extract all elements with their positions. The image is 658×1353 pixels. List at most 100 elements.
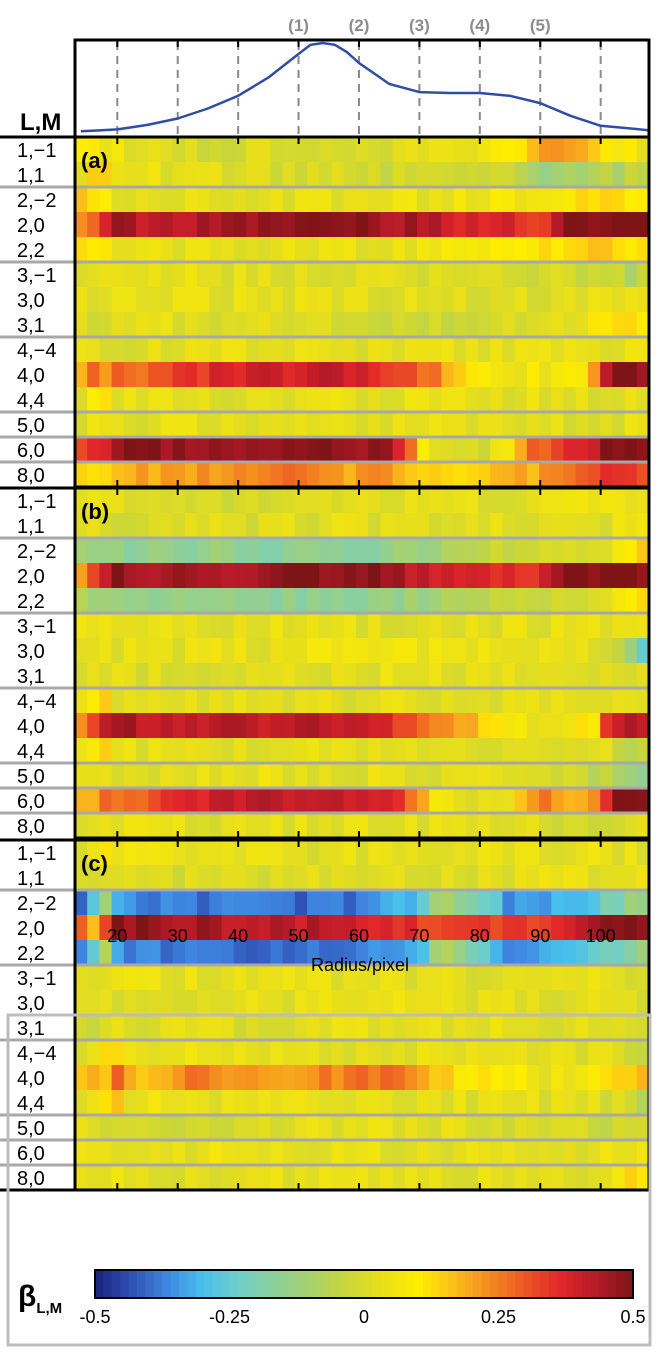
colorbar-swatch xyxy=(456,1270,466,1298)
heatmap-cell xyxy=(600,890,613,915)
heatmap-cell xyxy=(136,1040,149,1065)
heatmap-cell xyxy=(392,312,406,337)
heatmap-cell xyxy=(441,262,455,287)
heatmap-cell xyxy=(270,813,284,838)
heatmap-cell xyxy=(563,1015,577,1040)
heatmap-cell xyxy=(624,990,638,1015)
heatmap-cell xyxy=(526,813,540,838)
heatmap-cell xyxy=(270,1165,284,1190)
heatmap-cell xyxy=(75,262,88,287)
heatmap-cell xyxy=(160,813,174,838)
heatmap-cell xyxy=(355,738,369,763)
heatmap-cell xyxy=(245,788,259,813)
heatmap-cell xyxy=(526,462,540,487)
heatmap-cell xyxy=(258,437,271,462)
row-label: 2,0 xyxy=(17,918,45,940)
heatmap-cell xyxy=(172,362,186,387)
heatmap-cell xyxy=(563,588,577,613)
heatmap-cell xyxy=(233,187,247,212)
heatmap-cell xyxy=(75,1140,88,1165)
heatmap-cell xyxy=(172,538,186,563)
heatmap-cell xyxy=(209,563,223,588)
heatmap-cell xyxy=(624,663,638,688)
heatmap-cell xyxy=(551,890,565,915)
heatmap-cell xyxy=(148,1115,162,1140)
heatmap-cell xyxy=(184,738,198,763)
heatmap-cell xyxy=(136,965,149,990)
heatmap-cell xyxy=(258,1040,271,1065)
heatmap-cell xyxy=(99,162,113,187)
heatmap-cell xyxy=(184,1115,198,1140)
heatmap-cell xyxy=(99,588,113,613)
heatmap-cell xyxy=(514,663,528,688)
heatmap-cell xyxy=(563,1090,577,1115)
heatmap-cell xyxy=(441,713,455,738)
heatmap-cell xyxy=(184,1165,198,1190)
heatmap-cell xyxy=(587,1165,601,1190)
heatmap-cell xyxy=(636,262,650,287)
heatmap-cell xyxy=(87,990,101,1015)
heatmap-cell xyxy=(270,412,284,437)
heatmap-cell xyxy=(209,187,223,212)
heatmap-cell xyxy=(551,1090,565,1115)
heatmap-cell xyxy=(551,1015,565,1040)
heatmap-cell xyxy=(624,412,638,437)
heatmap-cell xyxy=(160,638,174,663)
heatmap-cell xyxy=(612,915,626,940)
peak-markers: (1) (2) (3) (4) (5) xyxy=(288,16,550,35)
heatmap-cell xyxy=(636,1065,650,1090)
heatmap-cell xyxy=(87,663,101,688)
heatmap-cell xyxy=(453,287,467,312)
heatmap-cell xyxy=(343,462,357,487)
heatmap-cell xyxy=(245,212,259,237)
heatmap-cell xyxy=(563,965,577,990)
heatmap-cell xyxy=(551,638,565,663)
heatmap-cell xyxy=(551,162,565,187)
heatmap-cell xyxy=(331,563,345,588)
heatmap-cell xyxy=(478,237,491,262)
heatmap-cell xyxy=(160,940,174,965)
heatmap-cell xyxy=(355,412,369,437)
colorbar-title-subscript: L,M xyxy=(36,1300,62,1317)
heatmap-cell xyxy=(319,1165,333,1190)
heatmap-cell xyxy=(526,713,540,738)
heatmap-cell xyxy=(343,588,357,613)
heatmap-cell xyxy=(526,262,540,287)
heatmap-cell xyxy=(502,437,516,462)
heatmap-cell xyxy=(172,212,186,237)
heatmap-cell xyxy=(514,187,528,212)
heatmap-cell xyxy=(221,412,235,437)
row-label: 4,0 xyxy=(17,716,45,738)
heatmap-cell xyxy=(209,915,223,940)
heatmap-cell xyxy=(465,1015,479,1040)
heatmap-cell xyxy=(197,663,210,688)
heatmap-cell xyxy=(355,1015,369,1040)
heatmap-cell xyxy=(233,588,247,613)
heatmap-cell xyxy=(380,563,394,588)
heatmap-cell xyxy=(111,915,125,940)
heatmap-cell xyxy=(490,412,504,437)
heatmap-cell xyxy=(172,890,186,915)
heatmap-cell xyxy=(258,337,271,362)
heatmap-cell xyxy=(416,237,430,262)
heatmap-cell xyxy=(514,940,528,965)
heatmap-cell xyxy=(526,1065,540,1090)
heatmap-cell xyxy=(539,638,552,663)
heatmap-cell xyxy=(478,137,491,162)
heatmap-cell xyxy=(355,462,369,487)
heatmap-cell xyxy=(111,462,125,487)
heatmap-cell xyxy=(612,513,626,538)
heatmap-cell xyxy=(282,840,296,865)
heatmap-cell xyxy=(392,915,406,940)
heatmap-cell xyxy=(99,738,113,763)
heatmap-cell xyxy=(465,437,479,462)
heatmap-cell xyxy=(172,1040,186,1065)
heatmap-cell xyxy=(502,212,516,237)
heatmap-cell xyxy=(87,437,101,462)
heatmap-cell xyxy=(209,237,223,262)
heatmap-cell xyxy=(368,1015,381,1040)
heatmap-cell xyxy=(526,212,540,237)
heatmap-cell xyxy=(514,890,528,915)
heatmap-cell xyxy=(392,513,406,538)
heatmap-cell xyxy=(319,890,333,915)
